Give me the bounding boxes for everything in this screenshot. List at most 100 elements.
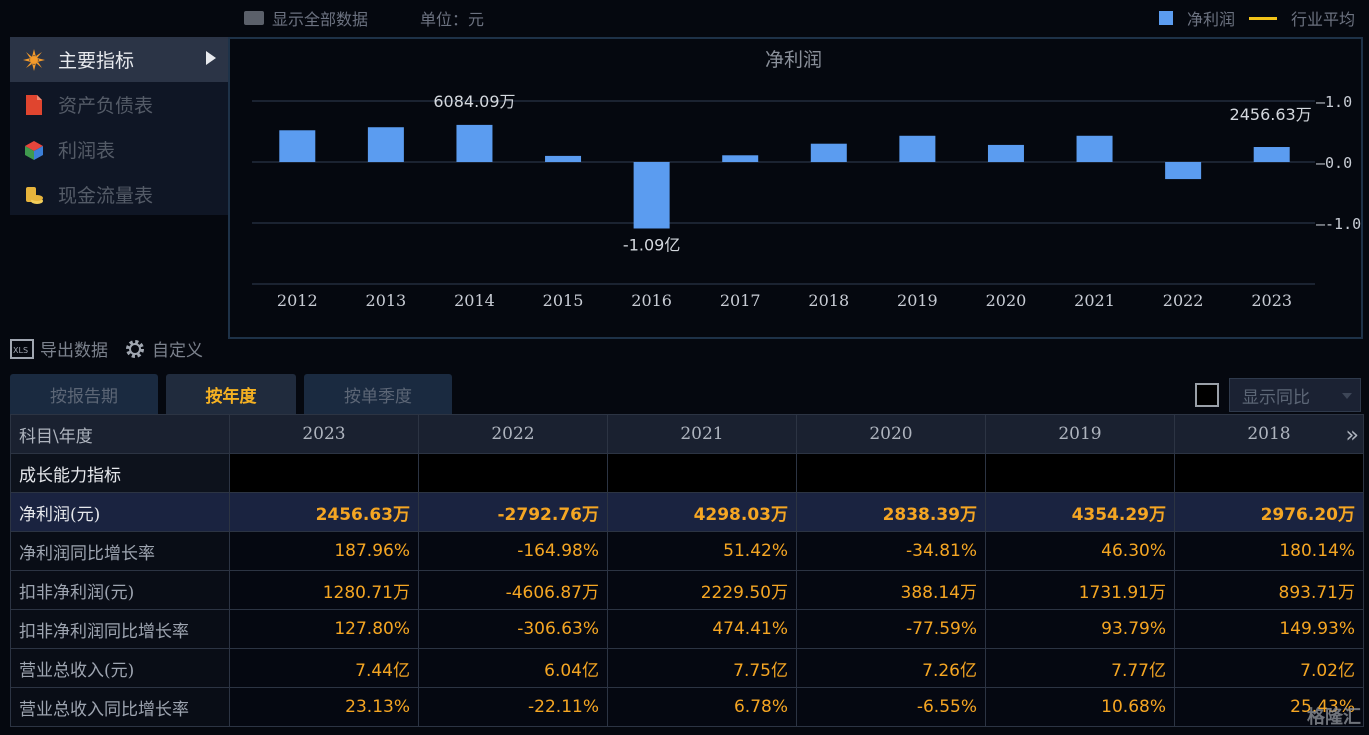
x-tick-label: 2023 [1251, 291, 1292, 310]
table-cell: 7.02亿 [1174, 648, 1364, 688]
x-tick-label: 2020 [986, 291, 1027, 310]
table-cell: 180.14% [1174, 531, 1364, 571]
table-row[interactable]: 扣非净利润同比增长率 127.80% -306.63% 474.41% -77.59% 9… [10, 609, 1364, 649]
menu-item-balance-sheet[interactable]: 资产负债表 [10, 82, 228, 127]
table-cell: 893.71万 [1174, 570, 1364, 610]
scroll-right-icon[interactable]: » [1345, 423, 1359, 448]
export-button[interactable]: XLS 导出数据 [10, 336, 108, 361]
yoy-checkbox[interactable] [1195, 383, 1219, 407]
chart-title: 净利润 [765, 49, 822, 71]
year-header[interactable]: 2021 [607, 414, 797, 454]
row-label: 扣非净利润同比增长率 [10, 609, 230, 649]
table-cell: 10.68% [985, 687, 1175, 727]
table-row[interactable]: 净利润同比增长率 187.96% -164.98% 51.42% -34.81% 46.3… [10, 531, 1364, 571]
table-cell: -6.55% [796, 687, 986, 727]
gear-icon [126, 339, 144, 358]
action-row: XLS 导出数据 自定义 [10, 336, 203, 361]
table-cell: 388.14万 [796, 570, 986, 610]
bar [1253, 147, 1290, 162]
year-header[interactable]: 2019 [985, 414, 1175, 454]
menu-item-key-indicators[interactable]: 主要指标 [10, 37, 228, 82]
table-cell: 187.96% [229, 531, 419, 571]
watermark-logo: 格隆汇 [1307, 707, 1361, 728]
legend-net-profit[interactable]: 净利润 [1186, 10, 1235, 29]
x-tick-label: 2017 [720, 291, 761, 310]
table-cell: 6.04亿 [418, 648, 608, 688]
table-cell: -22.11% [418, 687, 608, 727]
x-tick-label: 2012 [277, 291, 318, 310]
table-cell: 7.44亿 [229, 648, 419, 688]
table-cell: 2838.39万 [796, 492, 986, 532]
year-header[interactable]: 2022 [418, 414, 608, 454]
x-tick-label: 2019 [897, 291, 938, 310]
year-header[interactable]: 2023 [229, 414, 419, 454]
star-icon [22, 48, 46, 72]
unit-label: 单位：元 [420, 10, 485, 29]
table-cell: 1280.71万 [229, 570, 419, 610]
row-label: 成长能力指标 [10, 453, 230, 493]
table-cell: 149.93% [1174, 609, 1364, 649]
customize-label: 自定义 [152, 341, 203, 361]
table-cell: 7.77亿 [985, 648, 1175, 688]
table-cell: 23.13% [229, 687, 419, 727]
table-cell: -306.63% [418, 609, 608, 649]
y-tick-label: —-1.0 [1316, 215, 1361, 233]
row-label: 净利润同比增长率 [10, 531, 230, 571]
table-cell: 51.42% [607, 531, 797, 571]
bar [456, 124, 493, 162]
show-all-label: 显示全部数据 [272, 10, 369, 29]
table-row[interactable]: 扣非净利润(元) 1280.71万 -4606.87万 2229.50万 388.14万… [10, 570, 1364, 610]
table-cell: 127.80% [229, 609, 419, 649]
bar [279, 130, 316, 162]
table-row[interactable]: 成长能力指标 [10, 453, 1364, 493]
menu-item-label: 现金流量表 [58, 185, 154, 207]
table-cell [1174, 453, 1364, 493]
financial-table: 科目\年度 2023 2022 2021 2020 2019 2018 成长能力… [10, 414, 1364, 727]
table-row[interactable]: 营业总收入(元) 7.44亿 6.04亿 7.75亿 7.26亿 7.77亿 7.02亿 [10, 648, 1364, 688]
table-cell [229, 453, 419, 493]
yoy-controls: 显示同比 [1195, 378, 1361, 412]
table-cell: 46.30% [985, 531, 1175, 571]
table-cell: 2456.63万 [229, 492, 419, 532]
data-label: 6084.09万 [433, 92, 515, 111]
y-tick-label: —0.0 [1316, 154, 1352, 172]
customize-button[interactable]: 自定义 [124, 336, 203, 361]
menu-item-income-statement[interactable]: 利润表 [10, 127, 228, 172]
legend-swatch-net-profit [1158, 11, 1173, 25]
tab-by-quarter[interactable]: 按单季度 [304, 374, 452, 414]
chart-canvas: 净利润 —1.0 —0.0 —-1.0 2012 2013 2014 2015 2016 2017… [252, 49, 1361, 310]
table-cell: 4354.29万 [985, 492, 1175, 532]
x-tick-label: 2015 [543, 291, 584, 310]
bar [633, 162, 670, 229]
table-cell: 474.41% [607, 609, 797, 649]
x-tick-label: 2022 [1163, 291, 1204, 310]
bar [1076, 135, 1113, 162]
svg-text:XLS: XLS [13, 346, 28, 355]
bar [987, 144, 1024, 162]
tab-by-report-period[interactable]: 按报告期 [10, 374, 158, 414]
tab-by-year[interactable]: 按年度 [166, 374, 296, 414]
y-tick-label: —1.0 [1316, 93, 1352, 111]
cube-icon [22, 138, 46, 162]
bar [1165, 162, 1202, 180]
bar [899, 135, 936, 162]
data-label: 2456.63万 [1230, 105, 1312, 124]
menu-item-label: 资产负债表 [58, 95, 154, 117]
table-row[interactable]: 营业总收入同比增长率 23.13% -22.11% 6.78% -6.55% 10.68%… [10, 687, 1364, 727]
year-header[interactable]: 2018 [1174, 414, 1364, 454]
chart-legend: 净利润 行业平均 [1158, 6, 1355, 30]
data-label: -1.09亿 [623, 235, 680, 254]
coins-icon [22, 183, 46, 207]
menu-item-label: 利润表 [58, 140, 116, 162]
x-tick-label: 2013 [366, 291, 407, 310]
yoy-select[interactable]: 显示同比 [1229, 378, 1361, 412]
show-all-toggle[interactable]: 显示全部数据 [244, 6, 368, 30]
year-header[interactable]: 2020 [796, 414, 986, 454]
table-row[interactable]: 净利润(元) 2456.63万 -2792.76万 4298.03万 2838.39万 4… [10, 492, 1364, 532]
table-cell: 6.78% [607, 687, 797, 727]
export-label: 导出数据 [40, 341, 108, 361]
x-tick-label: 2016 [631, 291, 672, 310]
bar [722, 155, 759, 162]
menu-item-cash-flow[interactable]: 现金流量表 [10, 172, 228, 217]
legend-industry-avg[interactable]: 行业平均 [1290, 10, 1355, 29]
